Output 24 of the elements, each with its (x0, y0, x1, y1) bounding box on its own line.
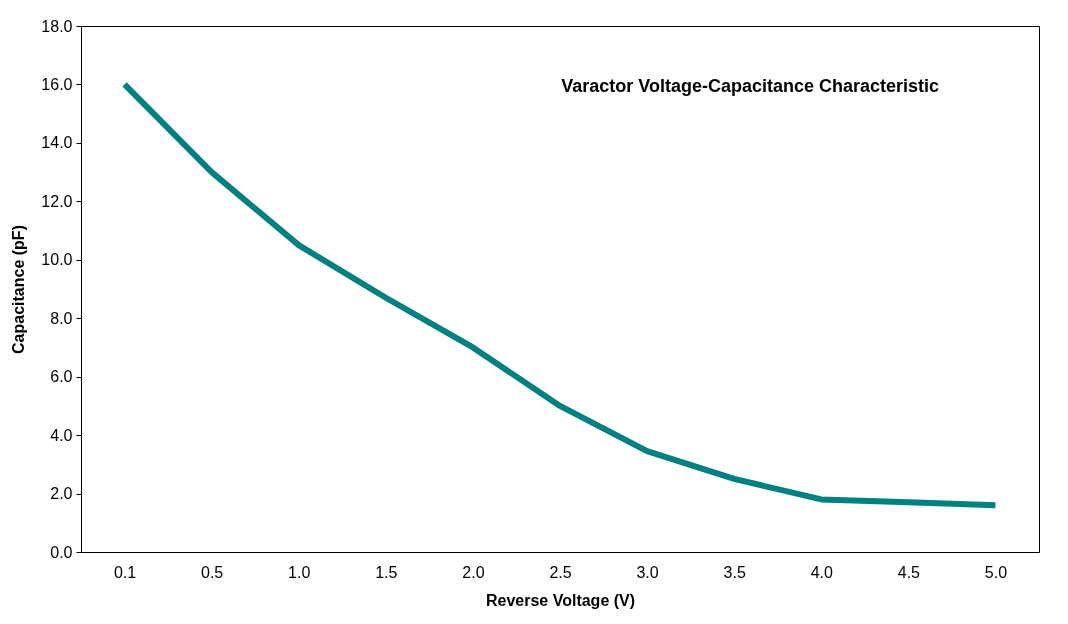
x-tick-label: 4.5 (897, 563, 921, 581)
x-tick-label: 3.0 (636, 563, 659, 581)
y-tick-label: 6.0 (50, 368, 73, 386)
x-tick-label: 4.0 (810, 563, 833, 581)
x-tick-label: 2.0 (462, 563, 485, 581)
x-tick-label: 0.5 (201, 563, 224, 581)
text: Varactor Voltage-Capacitance Characteristic (561, 76, 939, 96)
x-tick-label: 1.5 (375, 563, 398, 581)
y-tick-label: 18.0 (41, 17, 73, 35)
y-tick-label: 12.0 (41, 192, 73, 210)
x-axis-title: Reverse Voltage (V) (485, 591, 636, 609)
y-tick-label: 4.0 (50, 426, 73, 444)
y-tick-label: 10.0 (41, 251, 73, 269)
y-axis-title: Capacitance (pF) (10, 225, 28, 354)
y-tick-label: 0.0 (50, 543, 73, 561)
y-tick-label: 14.0 (41, 134, 73, 152)
y-tick-label: 8.0 (50, 309, 73, 327)
x-tick-label: 5.0 (984, 563, 1008, 581)
y-tick-label: 16.0 (41, 75, 73, 93)
x-tick-label: 2.5 (549, 563, 572, 581)
x-tick-label: 3.5 (723, 563, 746, 581)
x-tick-label: 0.1 (113, 563, 137, 581)
x-tick-label: 1.0 (288, 563, 311, 581)
y-tick-label: 2.0 (50, 485, 73, 503)
